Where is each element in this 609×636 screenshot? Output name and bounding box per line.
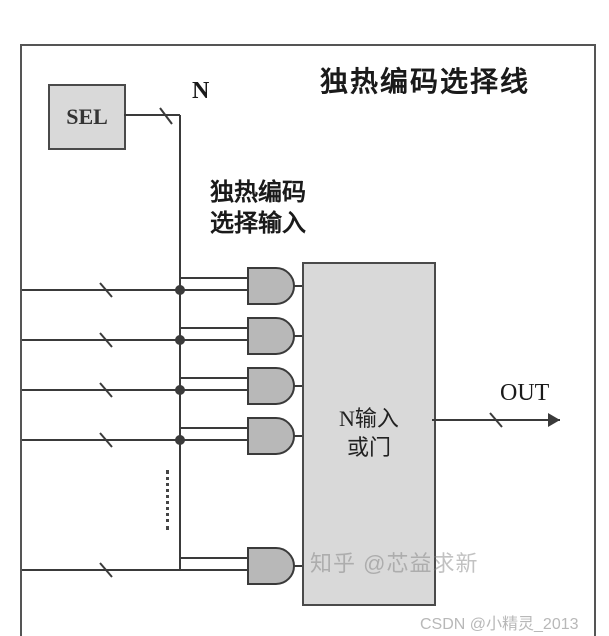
csdn-credit: CSDN @小精灵_2013 (420, 610, 579, 634)
zhihu-watermark: 知乎 @芯益求新 (310, 546, 478, 578)
diagram-canvas: 独热编码选择线 SEL N 独热编码 选择输入 N输入 或门 OUT (0, 0, 609, 634)
wiring-svg (0, 0, 609, 634)
